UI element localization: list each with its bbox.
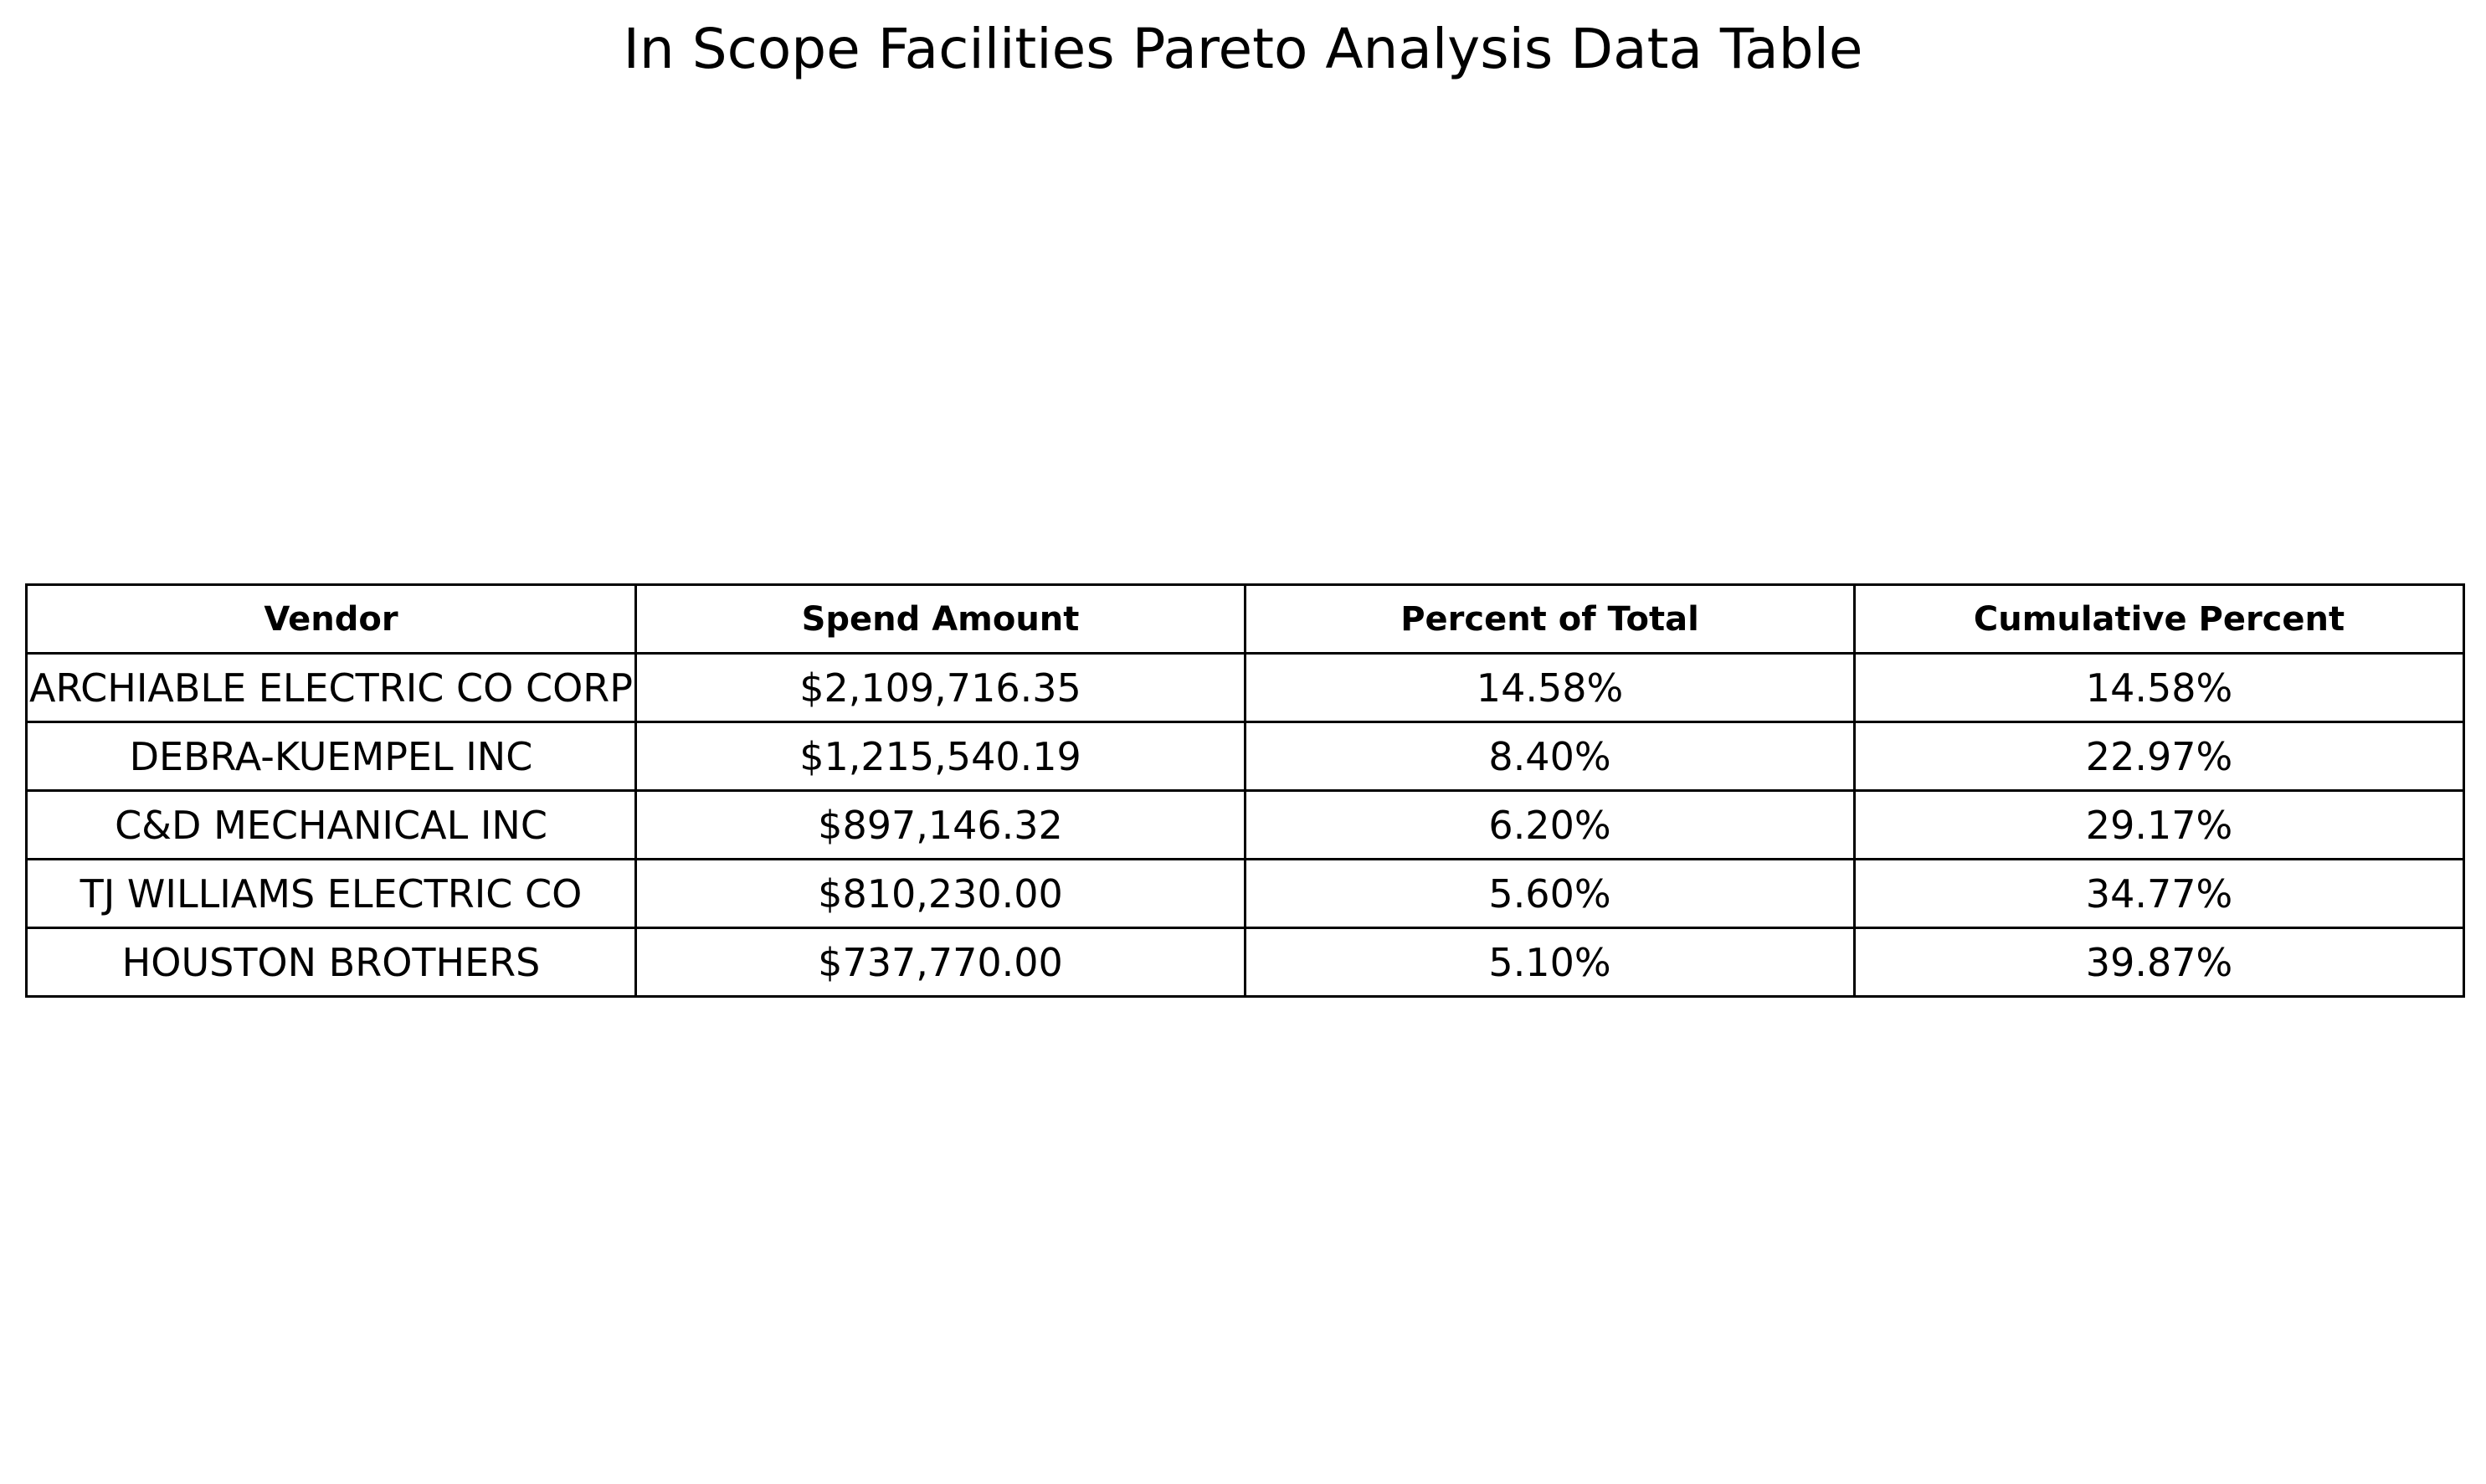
spend-amount-cell: $737,770.00: [634, 927, 1246, 998]
cumulative-percent-cell: 39.87%: [1853, 927, 2465, 998]
cumulative-percent-cell: 29.17%: [1853, 789, 2465, 860]
pareto-data-table-container: Vendor Spend Amount Percent of Total Cum…: [25, 583, 2465, 998]
column-header-vendor: Vendor: [25, 583, 637, 655]
pareto-data-table: Vendor Spend Amount Percent of Total Cum…: [25, 583, 2465, 998]
cumulative-percent-cell: 14.58%: [1853, 652, 2465, 723]
column-header-spend-amount: Spend Amount: [634, 583, 1246, 655]
percent-of-total-cell: 5.10%: [1244, 927, 1856, 998]
cumulative-percent-cell: 34.77%: [1853, 858, 2465, 929]
percent-of-total-cell: 6.20%: [1244, 789, 1856, 860]
table-title: In Scope Facilities Pareto Analysis Data…: [623, 17, 1863, 81]
table-row: HOUSTON BROTHERS $737,770.00 5.10% 39.87…: [25, 927, 2465, 998]
spend-amount-cell: $897,146.32: [634, 789, 1246, 860]
vendor-cell: TJ WILLIAMS ELECTRIC CO: [25, 858, 637, 929]
vendor-cell: ARCHIABLE ELECTRIC CO CORP: [25, 652, 637, 723]
column-header-cumulative-percent: Cumulative Percent: [1853, 583, 2465, 655]
table-header-row: Vendor Spend Amount Percent of Total Cum…: [25, 583, 2465, 655]
vendor-cell: DEBRA-KUEMPEL INC: [25, 721, 637, 792]
percent-of-total-cell: 8.40%: [1244, 721, 1856, 792]
table-row: C&D MECHANICAL INC $897,146.32 6.20% 29.…: [25, 789, 2465, 860]
spend-amount-cell: $2,109,716.35: [634, 652, 1246, 723]
percent-of-total-cell: 5.60%: [1244, 858, 1856, 929]
column-header-percent-of-total: Percent of Total: [1244, 583, 1856, 655]
table-row: TJ WILLIAMS ELECTRIC CO $810,230.00 5.60…: [25, 858, 2465, 929]
percent-of-total-cell: 14.58%: [1244, 652, 1856, 723]
table-row: DEBRA-KUEMPEL INC $1,215,540.19 8.40% 22…: [25, 721, 2465, 792]
spend-amount-cell: $810,230.00: [634, 858, 1246, 929]
cumulative-percent-cell: 22.97%: [1853, 721, 2465, 792]
table-row: ARCHIABLE ELECTRIC CO CORP $2,109,716.35…: [25, 652, 2465, 723]
vendor-cell: C&D MECHANICAL INC: [25, 789, 637, 860]
vendor-cell: HOUSTON BROTHERS: [25, 927, 637, 998]
spend-amount-cell: $1,215,540.19: [634, 721, 1246, 792]
